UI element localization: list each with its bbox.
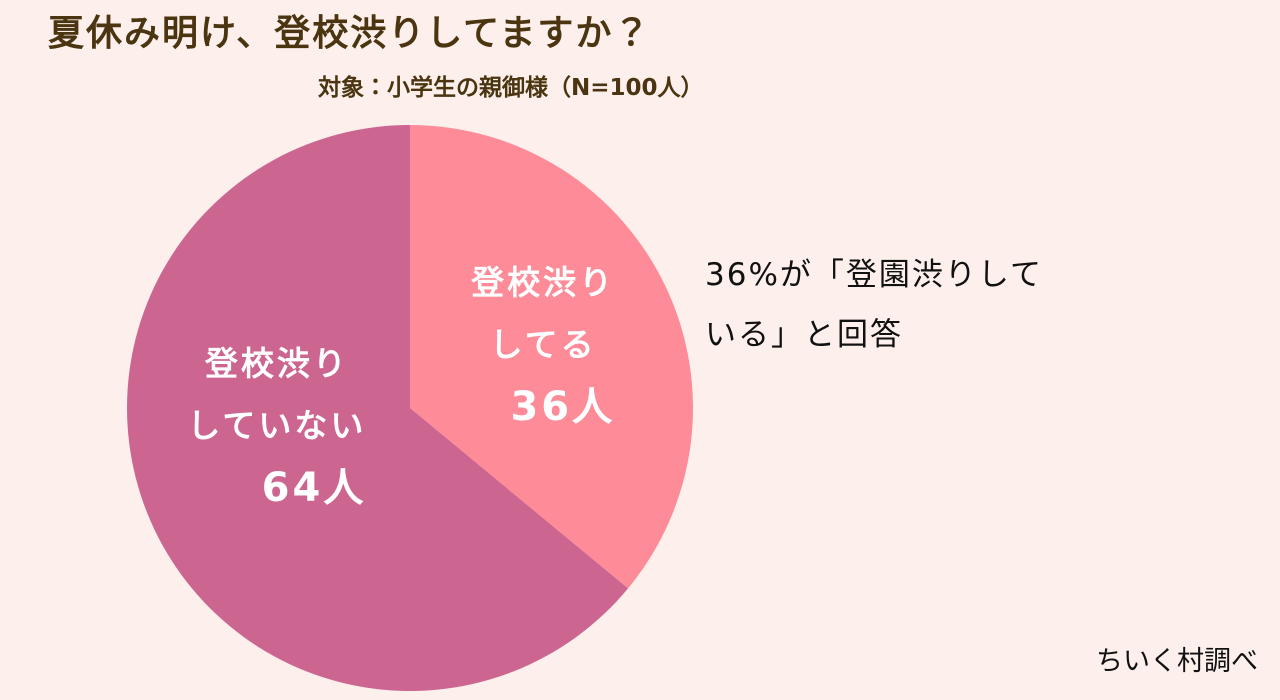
slice-label: 登校渋り していない 64人 [187,333,366,519]
pie-slice [126,125,629,692]
chart-title: 夏休み明け、登校渋りしてますか？ [48,13,652,54]
slice-label: 登校渋り してる 36人 [471,252,615,438]
source: ちいく村調べ [1096,646,1258,677]
category-label: 登校渋り してる [471,263,616,365]
category-label: 登校渋り していない [187,343,367,445]
chart-subtitle: 対象：小学生の親御様（N=100人） [318,75,704,101]
value-label: 36人 [510,384,616,431]
value-label: 64人 [261,464,367,511]
pie-slice [410,125,693,589]
annotation: 36%が「登園渋りして いる」と回答 [705,257,1043,353]
